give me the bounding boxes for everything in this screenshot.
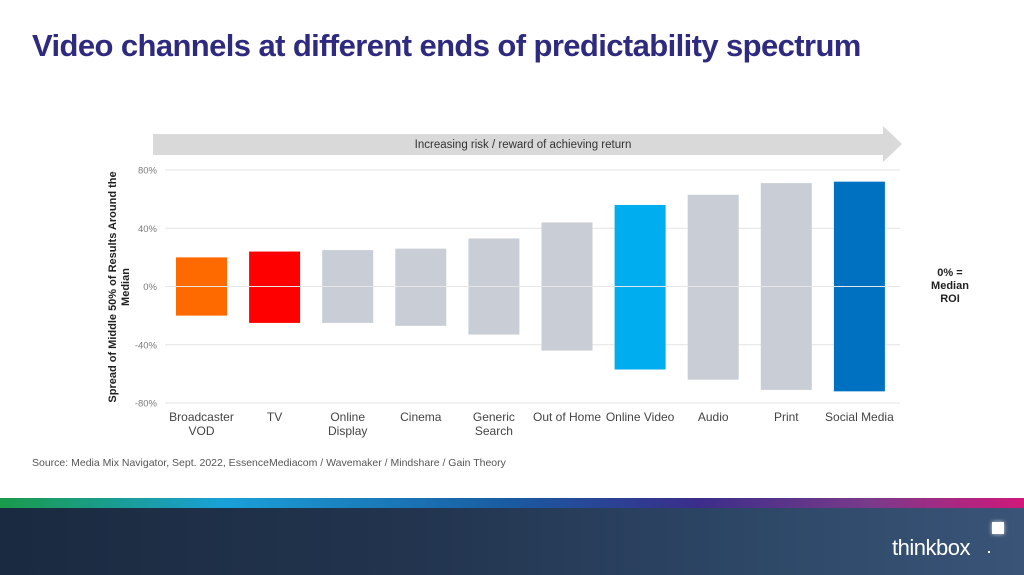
x-tick-label: Social Media [825,410,894,424]
footer-band [0,508,1024,575]
x-tick-label: Online Video [606,410,675,424]
x-tick-label: Audio [698,410,729,424]
x-tick-label-line: Search [475,424,513,438]
logo-box-icon [992,522,1004,534]
y-tick-label: -80% [135,399,158,410]
arrow-shape [153,126,902,162]
y-axis-label-line: Spread of Middle 50% of Results Around t… [107,171,119,402]
x-axis-labels: Broadcaster VOD TV Online Display Cinema Gener… [169,410,894,438]
x-tick-label: Print [774,410,799,424]
page-title: Video channels at different ends of pred… [32,28,861,63]
x-tick-label-line: VOD [188,424,214,438]
risk-reward-arrow: Increasing risk / reward of achieving re… [153,126,902,162]
x-tick-label-line: Broadcaster [169,410,234,424]
x-tick-label-line: Out of Home [533,410,601,424]
y-tick-label: -40% [135,340,158,351]
y-axis-label-line: Median [120,268,132,306]
x-tick-label-line: Print [774,410,799,424]
x-tick-label: Out of Home [533,410,601,424]
y-tick-label: 0% [143,282,157,293]
thinkbox-logo: thinkbox [892,535,970,560]
logo-dot-icon [988,551,990,553]
bar-audio [687,194,739,380]
x-tick-label-line: Online Video [606,410,675,424]
bar-online-video [614,204,666,370]
x-tick-label: Cinema [400,410,442,424]
bar-tv [249,251,301,323]
source-note: Source: Media Mix Navigator, Sept. 2022,… [32,457,506,469]
y-axis-ticks: 80% 40% 0% -40% -80% [135,166,158,410]
bar-cinema [395,248,447,326]
x-tick-label: TV [267,410,282,424]
y-tick-label: 80% [138,166,158,177]
x-tick-label-line: Generic [473,410,515,424]
y-tick-label: 40% [138,224,158,235]
x-tick-label: Broadcaster VOD [169,410,234,438]
x-tick-label-line: Display [328,424,367,438]
median-roi-note: 0% = Median ROI [920,267,980,306]
x-tick-label: Generic Search [473,410,515,438]
brand-gradient-stripe [0,498,1024,508]
x-tick-label-line: Cinema [400,410,442,424]
y-axis-label: Spread of Middle 50% of Results Around t… [107,171,132,402]
x-tick-label-line: Social Media [825,410,894,424]
x-tick-label-line: Online [330,410,365,424]
range-bar-chart: Increasing risk / reward of achieving re… [107,126,902,438]
x-tick-label-line: TV [267,410,282,424]
x-tick-label-line: Audio [698,410,729,424]
median-note-line: Median [931,280,969,292]
median-note-line: ROI [940,293,960,305]
x-tick-label: Online Display [328,410,367,438]
arrow-label: Increasing risk / reward of achieving re… [415,139,632,151]
median-note-line: 0% = [937,267,963,279]
